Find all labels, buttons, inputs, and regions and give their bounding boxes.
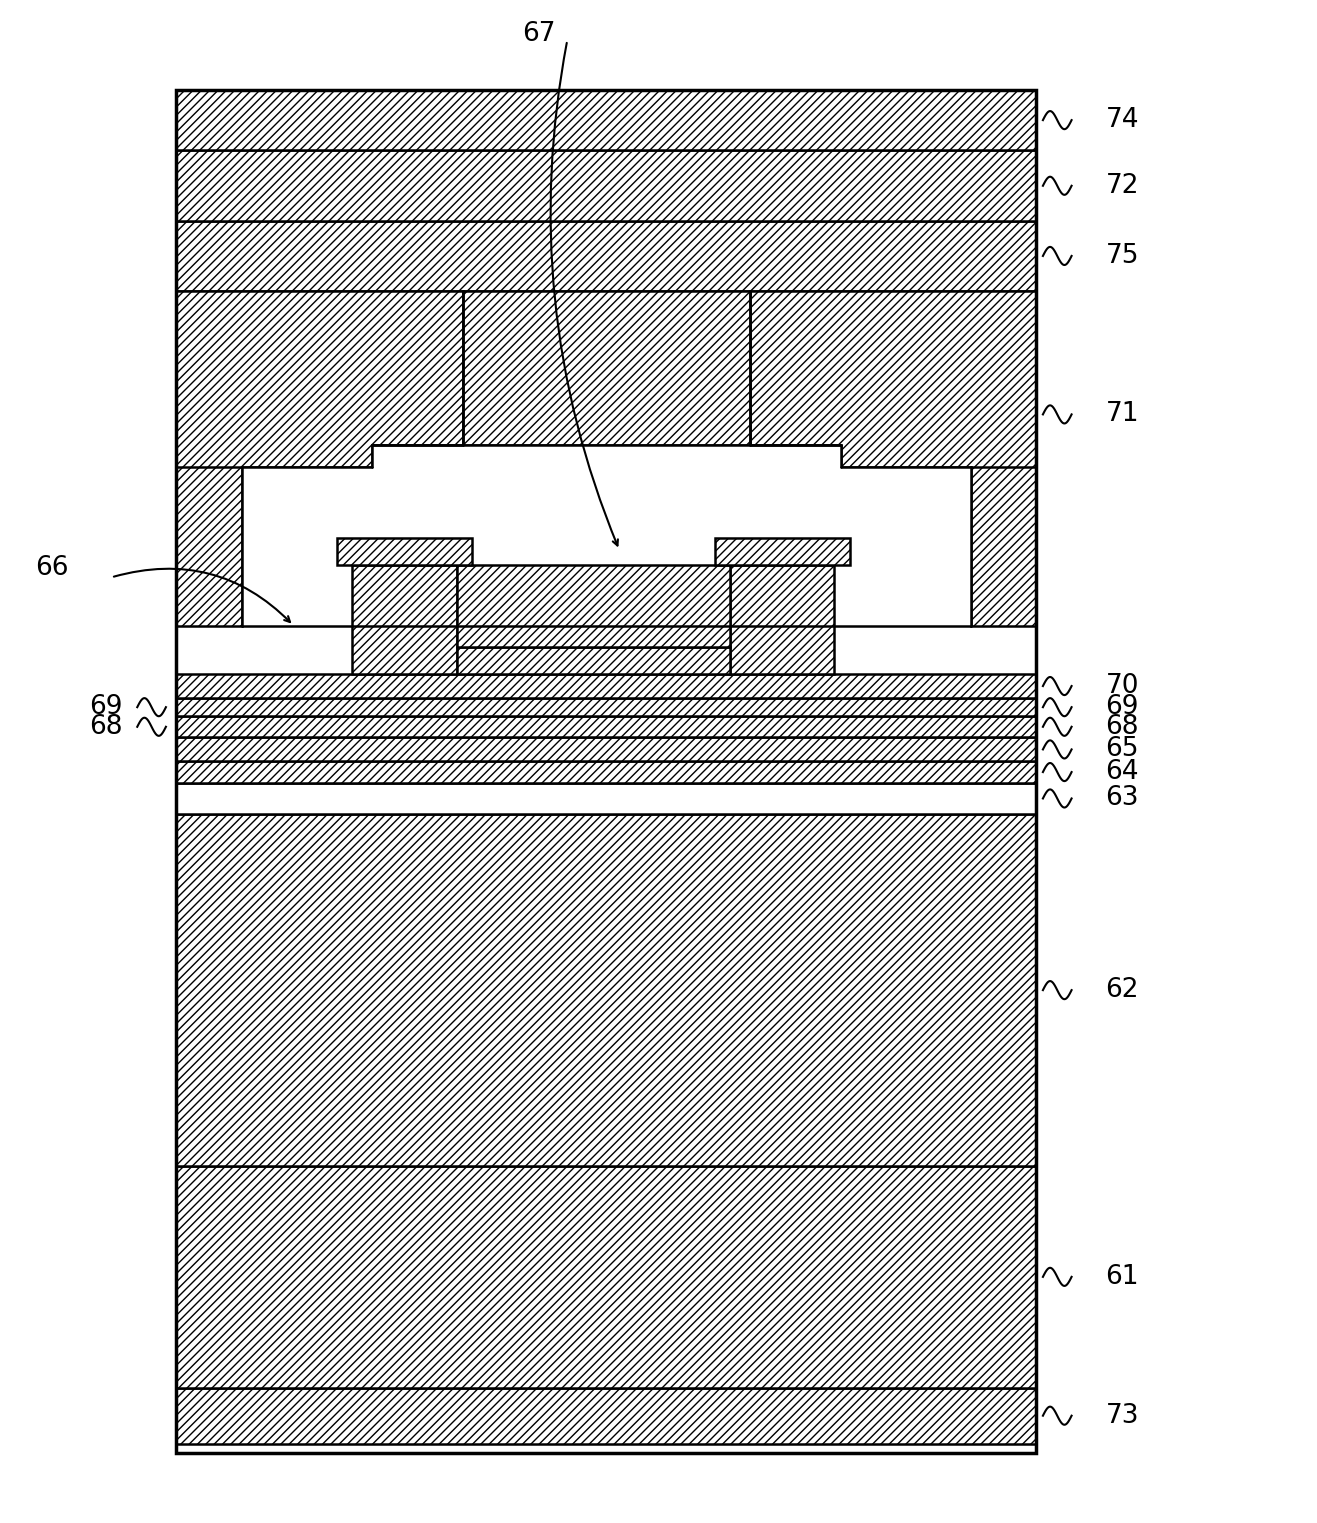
- Bar: [176, 675, 1036, 698]
- Text: 67: 67: [522, 21, 556, 47]
- Bar: [176, 1167, 1036, 1387]
- Bar: [176, 221, 1036, 291]
- Text: 69: 69: [1105, 694, 1139, 720]
- Text: 73: 73: [1105, 1403, 1139, 1429]
- Polygon shape: [464, 291, 749, 445]
- Bar: [176, 151, 1036, 221]
- Text: 70: 70: [1105, 673, 1139, 699]
- Text: 69: 69: [90, 694, 122, 720]
- Bar: [176, 737, 1036, 762]
- Bar: [176, 90, 1036, 151]
- Text: 75: 75: [1105, 244, 1139, 270]
- Text: 71: 71: [1105, 402, 1139, 428]
- Text: 74: 74: [1105, 107, 1139, 133]
- Bar: [176, 90, 1036, 1453]
- Polygon shape: [749, 291, 1036, 626]
- Polygon shape: [457, 647, 730, 675]
- Text: 66: 66: [36, 556, 68, 582]
- Bar: [176, 783, 1036, 815]
- Bar: [176, 815, 1036, 1167]
- Text: 62: 62: [1105, 978, 1139, 1004]
- Text: 65: 65: [1105, 737, 1139, 763]
- Text: 68: 68: [90, 714, 122, 740]
- Bar: [352, 535, 835, 675]
- Text: 61: 61: [1105, 1264, 1139, 1290]
- Polygon shape: [730, 565, 835, 675]
- Bar: [176, 698, 1036, 716]
- Polygon shape: [352, 565, 457, 675]
- Text: 63: 63: [1105, 786, 1139, 812]
- Polygon shape: [337, 538, 473, 565]
- Bar: [176, 762, 1036, 783]
- Polygon shape: [715, 538, 849, 565]
- Text: 72: 72: [1105, 172, 1139, 200]
- Polygon shape: [241, 445, 971, 626]
- Bar: [176, 716, 1036, 737]
- Polygon shape: [457, 565, 730, 647]
- Text: 64: 64: [1105, 758, 1139, 784]
- Text: 68: 68: [1105, 714, 1139, 740]
- Polygon shape: [176, 291, 464, 626]
- Bar: [176, 1387, 1036, 1444]
